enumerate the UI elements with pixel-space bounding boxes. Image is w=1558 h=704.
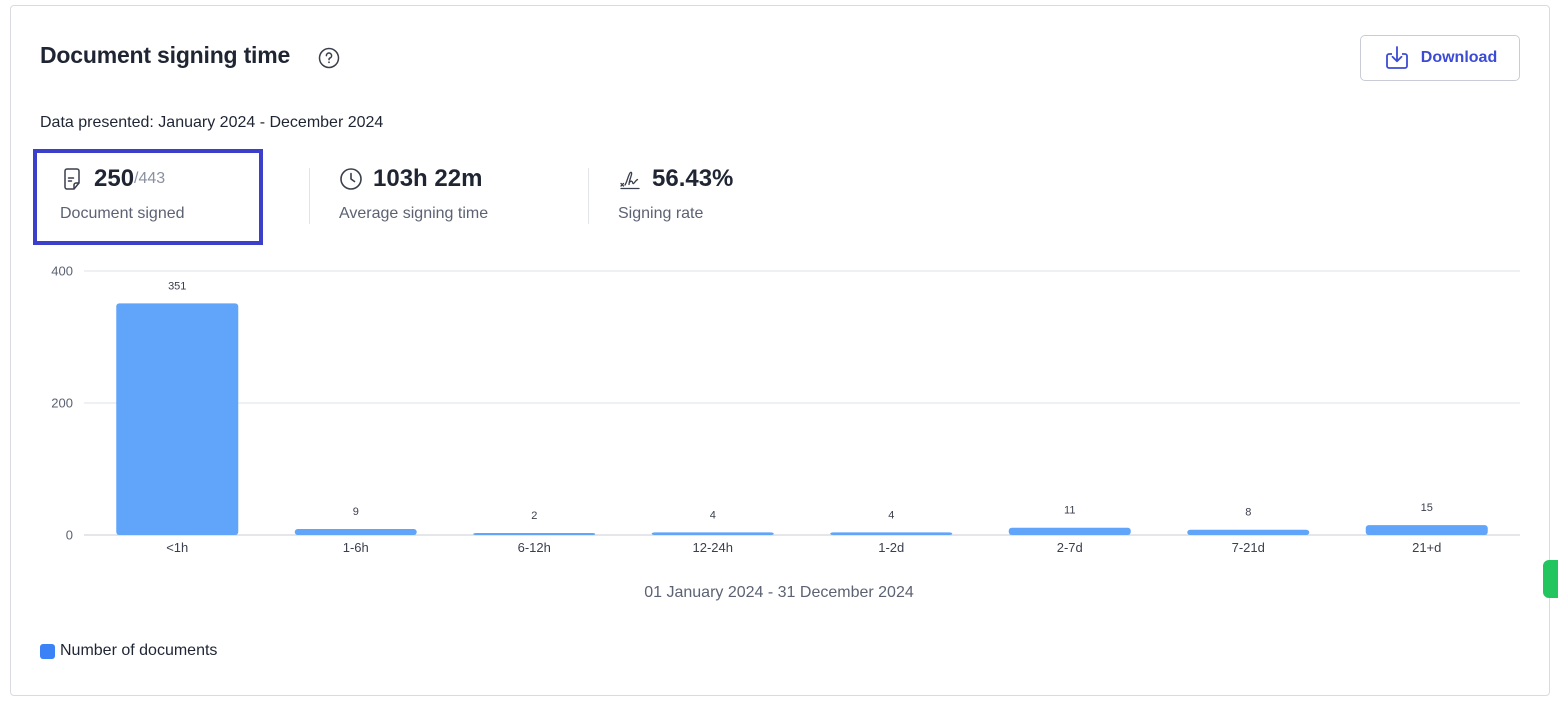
clock-icon	[340, 168, 362, 190]
documents-signed-label: Document signed	[60, 205, 185, 222]
stat-documents-signed: 250/443 Document signed	[60, 160, 185, 223]
stat-average-signing-time: 103h 22m Average signing time	[339, 160, 488, 223]
data-label: 4	[710, 509, 716, 521]
card-title: Document signing time	[40, 42, 291, 68]
x-tick-label: 1-2d	[878, 540, 904, 555]
legend-label: Number of documents	[60, 642, 218, 659]
data-label: 9	[353, 506, 359, 518]
x-tick-label: 2-7d	[1057, 540, 1083, 555]
data-label: 15	[1421, 502, 1433, 514]
data-label: 4	[888, 509, 894, 521]
x-tick-label: 21+d	[1412, 540, 1441, 555]
period-text: Data presented: January 2024 - December …	[40, 114, 384, 131]
stat-signing-rate: 56.43% Signing rate	[618, 160, 733, 223]
document-icon	[64, 168, 80, 190]
x-tick-label: 7-21d	[1232, 540, 1265, 555]
bar	[1187, 529, 1310, 535]
y-tick-label: 400	[51, 264, 73, 279]
side-chat-tab[interactable]	[1543, 560, 1558, 598]
signature-icon	[620, 171, 640, 190]
documents-total-value: /443	[134, 170, 166, 187]
x-tick-label: 1-6h	[343, 540, 369, 555]
chart-x-axis-label: 01 January 2024 - 31 December 2024	[644, 584, 914, 601]
bar	[294, 529, 417, 535]
download-button[interactable]: Download	[1360, 35, 1520, 81]
data-label: 8	[1245, 507, 1251, 519]
download-label: Download	[1420, 49, 1498, 66]
bar	[116, 303, 239, 535]
signing-time-card	[10, 5, 1550, 696]
bar	[1365, 525, 1488, 535]
bar	[473, 533, 596, 535]
data-label: 351	[168, 280, 186, 292]
signing-rate-value: 56.43%	[652, 165, 734, 192]
stat-divider	[588, 168, 589, 224]
bar	[651, 532, 774, 535]
x-tick-label: 6-12h	[518, 540, 551, 555]
y-tick-label: 0	[66, 528, 73, 543]
data-label: 11	[1064, 505, 1075, 517]
x-tick-label: 12-24h	[693, 540, 733, 555]
bar	[830, 532, 953, 535]
legend-swatch	[40, 643, 55, 659]
average-signing-time-label: Average signing time	[339, 205, 489, 222]
documents-signed-value: 250	[94, 165, 135, 192]
average-signing-time-value: 103h 22m	[373, 165, 483, 192]
chart-legend[interactable]: Number of documents	[40, 642, 217, 660]
download-tray-icon	[1385, 46, 1408, 69]
x-tick-label: <1h	[166, 540, 188, 555]
stat-divider	[309, 168, 310, 224]
data-label: 2	[531, 510, 537, 522]
bar-chart: 0 200 400 351 <1h 9 1-6h 2 6-12h 4 12-24h 4 1-2d 11 2-…	[51, 264, 1520, 555]
question-circle-icon[interactable]	[318, 47, 340, 69]
signing-rate-label: Signing rate	[618, 205, 704, 222]
bar	[1008, 527, 1131, 535]
y-tick-label: 200	[51, 396, 73, 411]
